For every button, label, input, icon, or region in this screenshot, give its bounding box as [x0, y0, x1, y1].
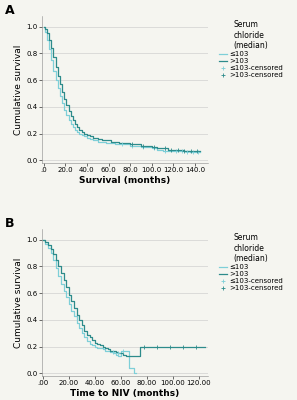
- X-axis label: Time to NIV (months): Time to NIV (months): [70, 389, 179, 398]
- Legend: ≤103, >103, ≤103-censored, >103-censored: ≤103, >103, ≤103-censored, >103-censored: [218, 20, 284, 79]
- X-axis label: Survival (months): Survival (months): [79, 176, 170, 185]
- Legend: ≤103, >103, ≤103-censored, >103-censored: ≤103, >103, ≤103-censored, >103-censored: [218, 232, 284, 292]
- Y-axis label: Cumulative survival: Cumulative survival: [14, 44, 23, 135]
- Y-axis label: Cumulative survival: Cumulative survival: [14, 257, 23, 348]
- Text: A: A: [5, 4, 15, 17]
- Text: B: B: [5, 217, 15, 230]
